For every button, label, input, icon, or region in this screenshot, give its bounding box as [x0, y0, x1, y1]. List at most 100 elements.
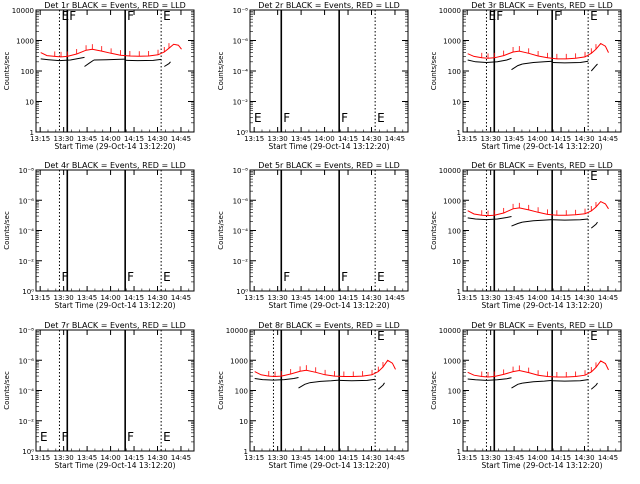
series-line-events: [467, 216, 512, 221]
y-tick-label: 1: [244, 448, 248, 456]
panel-det8: Det 8r BLACK = Events, RED = LLD 1 10 100 10…: [217, 321, 409, 470]
panel-title: Det 5r BLACK = Events, RED = LLD: [258, 161, 400, 170]
x-tick-label: 14:30: [574, 294, 594, 302]
x-axis-label: Start Time (29-Oct-14 13:12:20): [481, 461, 602, 470]
x-tick-label: 14:45: [385, 135, 405, 143]
y-tick-label: 10⁻⁸: [19, 327, 35, 335]
x-tick-label: 13:15: [244, 135, 264, 143]
event-marker-label: F: [283, 111, 290, 125]
x-tick-label: 14:30: [574, 135, 594, 143]
panel-title: Det 3r BLACK = Events, RED = LLD: [471, 1, 613, 10]
event-marker-label: F: [554, 9, 561, 23]
panel-det9: Det 9r BLACK = Events, RED = LLD 1 10 100 10…: [430, 321, 622, 470]
event-marker-label: E: [590, 169, 598, 183]
series-line-lld: [467, 200, 609, 217]
series-line-lld: [254, 359, 396, 378]
x-tick-label: 14:00: [314, 294, 334, 302]
y-tick-label: 1000: [16, 38, 34, 46]
y-tick-label: 1: [457, 129, 461, 137]
series-line-events: [552, 218, 589, 221]
x-tick-label: 13:15: [457, 294, 477, 302]
event-marker-label: F: [341, 270, 348, 284]
x-tick-label: 13:15: [457, 454, 477, 462]
series-line-events: [522, 60, 553, 65]
x-axis-label: Start Time (29-Oct-14 13:12:20): [481, 301, 602, 310]
y-tick-label: 10000: [439, 7, 461, 15]
x-tick-label: 13:15: [457, 135, 477, 143]
y-tick-label: 1: [457, 448, 461, 456]
series-line-events: [309, 379, 340, 384]
y-tick-label: 10: [452, 418, 461, 426]
x-tick-label: 14:30: [147, 135, 167, 143]
x-tick-label: 13:30: [268, 294, 288, 302]
panel-title: Det 4r BLACK = Events, RED = LLD: [44, 161, 186, 170]
x-axis-label: Start Time (29-Oct-14 13:12:20): [54, 461, 175, 470]
panel-title: Det 8r BLACK = Events, RED = LLD: [258, 321, 400, 330]
x-tick-label: 13:30: [268, 454, 288, 462]
y-tick-label: 10⁻²: [19, 258, 35, 266]
event-marker-label: E: [61, 9, 69, 23]
y-tick-label: 10⁻⁸: [233, 7, 249, 15]
x-tick-label: 14:45: [598, 135, 618, 143]
x-tick-label: 13:45: [77, 454, 97, 462]
series-line-events: [590, 221, 598, 229]
x-tick-label: 13:45: [77, 135, 97, 143]
x-tick-label: 13:45: [291, 135, 311, 143]
x-tick-label: 14:00: [100, 294, 120, 302]
y-tick-label: 10⁻⁶: [19, 357, 35, 365]
series-line-lld: [40, 43, 182, 58]
series-line-events: [511, 63, 523, 71]
x-tick-label: 14:15: [124, 294, 144, 302]
series-line-events: [511, 221, 523, 227]
panel-det5: Det 5r BLACK = Events, RED = LLD 10⁰ 10⁻² 1…: [217, 161, 409, 310]
y-tick-label: 10⁻⁴: [233, 68, 249, 76]
x-tick-label: 13:30: [481, 135, 501, 143]
series-line-events: [164, 61, 171, 67]
x-axis-label: Start Time (29-Oct-14 13:12:20): [268, 301, 389, 310]
x-tick-label: 13:30: [481, 294, 501, 302]
panel-det6: Det 6r BLACK = Events, RED = LLD 1 10 100 10…: [430, 161, 622, 310]
series-line-events: [467, 377, 512, 381]
y-tick-label: 10⁰: [236, 288, 248, 296]
x-tick-label: 13:45: [504, 135, 524, 143]
y-tick-label: 10⁰: [22, 288, 34, 296]
x-tick-label: 13:45: [504, 454, 524, 462]
series-line-events: [93, 58, 126, 61]
x-tick-label: 14:15: [551, 135, 571, 143]
panel-det4: Det 4r BLACK = Events, RED = LLD 10⁰ 10⁻² 1…: [3, 161, 195, 310]
series-line-lld: [467, 360, 609, 378]
y-tick-label: 10⁻⁴: [19, 388, 35, 396]
y-tick-label: 100: [448, 68, 461, 76]
panel-det1: Det 1r BLACK = Events, RED = LLD 1 10 100 10…: [3, 1, 195, 151]
panel-title: Det 7r BLACK = Events, RED = LLD: [44, 321, 186, 330]
x-tick-label: 13:15: [30, 294, 50, 302]
x-tick-label: 14:45: [598, 294, 618, 302]
y-axis-label: Counts/sec: [3, 52, 11, 91]
x-axis-label: Start Time (29-Oct-14 13:12:20): [54, 142, 175, 151]
event-marker-label: F: [61, 430, 68, 444]
y-tick-label: 100: [21, 68, 34, 76]
x-tick-label: 14:15: [124, 454, 144, 462]
event-marker-label: E: [163, 430, 171, 444]
series-line-events: [522, 379, 553, 384]
series-line-events: [552, 379, 589, 382]
panel-det2: Det 2r BLACK = Events, RED = LLD 10⁰ 10⁻² 1…: [217, 1, 409, 151]
y-tick-label: 1000: [443, 197, 461, 205]
y-axis-label: Counts/sec: [217, 211, 225, 250]
event-marker-label: F: [127, 430, 134, 444]
y-tick-label: 10⁻⁸: [19, 167, 35, 175]
event-marker-label: E: [163, 270, 171, 284]
y-tick-label: 10000: [439, 327, 461, 335]
panel-title: Det 1r BLACK = Events, RED = LLD: [44, 1, 186, 10]
x-tick-label: 13:15: [30, 454, 50, 462]
x-tick-label: 13:45: [504, 294, 524, 302]
series-line-lld: [467, 42, 609, 60]
panel-title: Det 2r BLACK = Events, RED = LLD: [258, 1, 400, 10]
x-tick-label: 14:15: [338, 294, 358, 302]
x-tick-label: 14:00: [527, 454, 547, 462]
x-tick-label: 14:00: [100, 135, 120, 143]
y-tick-label: 100: [448, 388, 461, 396]
x-tick-label: 13:30: [54, 294, 74, 302]
y-tick-label: 10⁻²: [233, 258, 249, 266]
x-tick-label: 14:00: [527, 135, 547, 143]
